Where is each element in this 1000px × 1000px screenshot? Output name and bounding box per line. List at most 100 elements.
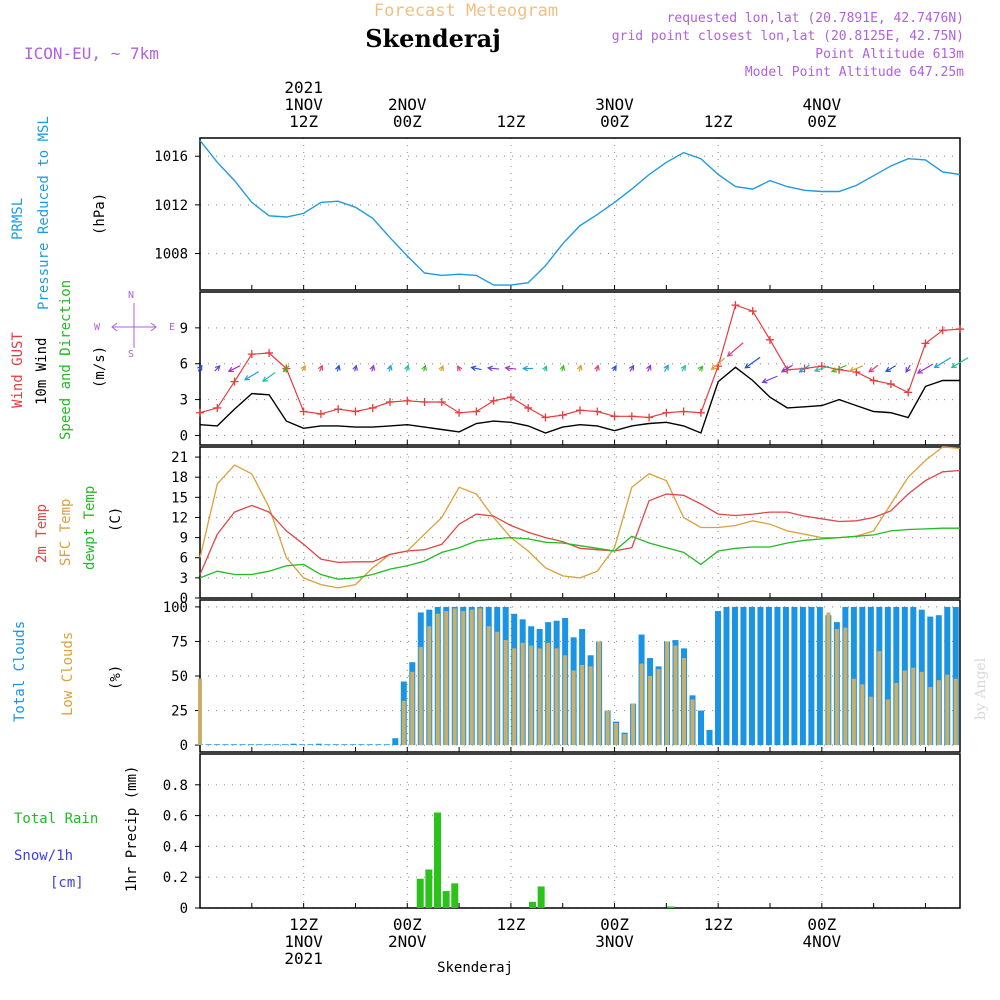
wind-arrow [905, 364, 911, 374]
cloud-bar [867, 606, 874, 746]
total-cloud-bar [358, 744, 365, 746]
total-cloud-bar [859, 606, 866, 746]
wind-arrow-shaft [488, 367, 500, 370]
wind-arrow [386, 364, 393, 372]
cloud-bar [638, 634, 645, 746]
cloud-bar [791, 606, 798, 746]
wind-arrow-shaft [711, 357, 726, 370]
wind-arrow-head [243, 375, 251, 381]
low-cloud-bar [843, 627, 848, 746]
wind-arrow [542, 365, 548, 372]
time-label: 12Z [496, 112, 525, 131]
low-cloud-bar [537, 648, 542, 746]
total-cloud-bar [952, 606, 959, 746]
wind-arrow [470, 365, 482, 372]
total-cloud-bar [723, 606, 730, 746]
low-cloud-bar [580, 664, 585, 746]
total-cloud-bar [714, 611, 721, 746]
gust-marker [627, 412, 636, 421]
dewpt-series [199, 527, 960, 580]
total-cloud-bar [867, 606, 874, 746]
time-label: 4NOV [803, 932, 842, 951]
cloud-bar [264, 744, 271, 746]
cloud-bar [859, 606, 866, 746]
watermark: by Angel [973, 657, 989, 720]
total-cloud-bar [757, 606, 764, 746]
low-cloud-bar [673, 645, 678, 746]
total-cloud-bar [332, 744, 339, 746]
wind-arrow [868, 364, 879, 373]
low-cloud-bar [690, 699, 695, 746]
wind-arrow-shaft [831, 364, 847, 373]
low-cloud-bar [656, 669, 661, 746]
gust-marker [524, 403, 533, 412]
cloud-bar [545, 622, 552, 746]
y-tick-label: 1012 [154, 198, 188, 214]
footer-location: Skenderaj [437, 960, 513, 976]
wind-arrow-head [438, 364, 444, 371]
cloud-bar [298, 744, 305, 746]
wind-arrow [726, 342, 744, 357]
pressure-unit: (hPa) [92, 193, 108, 235]
cloud-bar [689, 695, 696, 746]
cloud-bar [952, 606, 959, 746]
time-label: 00Z [393, 915, 422, 934]
total-cloud-bar [698, 710, 705, 746]
product-title: Forecast Meteogram [374, 1, 558, 21]
gust-marker [420, 397, 429, 406]
gust-marker [662, 408, 671, 417]
wind-arrow [798, 364, 810, 373]
wind-arrow-head [559, 364, 566, 371]
total-cloud-bar [341, 744, 348, 746]
total-cloud-bar [264, 744, 271, 746]
low-cloud-bar [418, 646, 423, 746]
wind-arrow [594, 364, 600, 372]
cloud-bar [630, 703, 637, 746]
wind-arrow-head [916, 368, 923, 374]
y-tick-label: 0.4 [163, 839, 188, 855]
y-tick-label: 12 [171, 510, 188, 526]
total-cloud-bar [256, 744, 263, 746]
gust-marker [368, 403, 377, 412]
cloud-bar [400, 681, 407, 746]
wind-direction-label: Speed and Direction [58, 280, 74, 440]
pressure-label-2: Pressure Reduced to MSL [36, 116, 52, 310]
panel-clouds: 0 25 50 75 100 [163, 599, 961, 754]
total-cloud-bar [383, 744, 390, 746]
wind-arrow [404, 364, 410, 372]
gust-marker [938, 326, 947, 335]
time-label: 1NOV [284, 932, 323, 951]
wind-arrow-head [726, 351, 733, 357]
wind-arrow [848, 365, 864, 373]
gust-marker [645, 413, 654, 422]
gust-marker [956, 325, 964, 334]
time-label: 00Z [807, 112, 836, 131]
cloud-bar [647, 658, 654, 746]
wind-label: 10m Wind [34, 338, 50, 405]
gust-marker [489, 396, 498, 405]
cloud-bar [375, 744, 382, 746]
y-tick-label: 0.2 [163, 870, 188, 886]
wind-arrow-shaft [505, 367, 517, 370]
cloud-bar [290, 743, 297, 746]
wind-arrow-shaft [727, 342, 744, 357]
wind-arrow-head [710, 364, 717, 371]
wind-arrow-head [950, 362, 957, 369]
cloud-bar [901, 606, 908, 746]
gust-marker [921, 339, 930, 348]
low-cloud-bar [631, 703, 636, 746]
wind-arrow-shaft [244, 371, 259, 381]
cloud-bar [222, 744, 229, 746]
low-cloud-bar [928, 687, 933, 746]
gust-marker [403, 396, 412, 405]
cloud-bar [197, 678, 203, 746]
wind-arrow-head [486, 365, 493, 372]
wind-arrow [646, 364, 652, 372]
pressure-series [199, 139, 961, 286]
cloud-bar [765, 606, 772, 746]
low-cloud-bar [605, 710, 610, 746]
low-cloud-bar [461, 611, 466, 746]
total-cloud-bar [893, 606, 900, 746]
precip-bar [416, 878, 424, 908]
